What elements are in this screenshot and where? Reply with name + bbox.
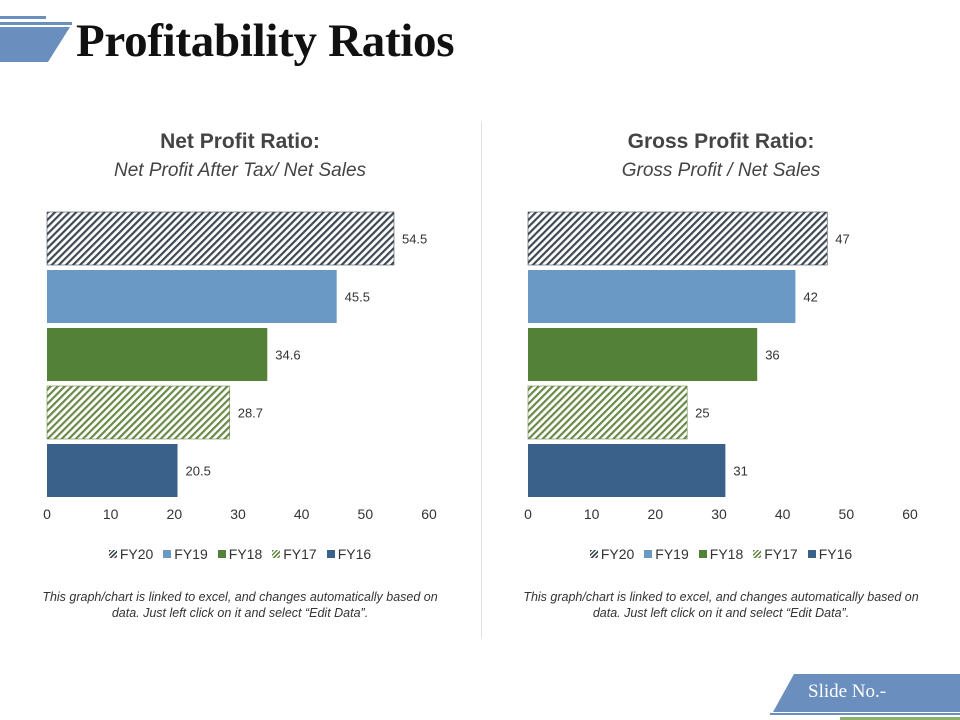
data-label: 47 <box>835 232 849 247</box>
data-label: 28.7 <box>238 406 263 421</box>
bar-fy20[interactable] <box>46 211 395 266</box>
legend-item-fy20[interactable]: FY20 <box>589 546 635 562</box>
legend-item-fy16[interactable]: FY16 <box>326 546 372 562</box>
data-label: 20.5 <box>186 464 211 479</box>
legend-swatch <box>698 550 707 558</box>
legend-item-fy19[interactable]: FY19 <box>644 546 689 562</box>
x-tick-label: 50 <box>358 506 374 522</box>
chart-note: This graph/chart is linked to excel, and… <box>523 590 919 620</box>
legend-label: FY18 <box>709 546 744 562</box>
legend-label: FY19 <box>174 546 208 562</box>
legend-swatch <box>272 550 281 558</box>
legend-swatch <box>644 550 653 558</box>
x-tick-label: 60 <box>902 506 918 522</box>
slide-number-tab: Slide No.- <box>770 670 960 720</box>
legend-item-fy17[interactable]: FY17 <box>272 546 317 562</box>
chart-subtitle: Net Profit After Tax/ Net Sales <box>113 160 367 181</box>
x-tick-label: 10 <box>584 506 600 522</box>
x-tick-label: 40 <box>294 506 310 522</box>
chart-note: This graph/chart is linked to excel, and… <box>42 590 438 620</box>
legend-item-fy19[interactable]: FY19 <box>163 546 208 562</box>
chart-legend: FY20 FY19 FY18 FY17 FY16 <box>0 546 480 562</box>
slide-tab-shape <box>770 674 960 720</box>
x-tick-label: 60 <box>421 506 437 522</box>
page-title: Profitability Ratios <box>76 15 455 67</box>
data-label: 45.5 <box>345 290 370 305</box>
legend-label: FY18 <box>228 546 263 562</box>
net-profit-bar-chart[interactable]: 54.5 45.5 34.6 28.7 20.5 0 10 20 30 40 50 60 <box>0 195 480 530</box>
legend-item-fy18[interactable]: FY18 <box>217 546 263 562</box>
x-tick-label: 20 <box>648 506 664 522</box>
net-profit-chart-panel: Net Profit Ratio: Net Profit After Tax/ … <box>0 130 480 620</box>
x-tick-label: 0 <box>43 506 51 522</box>
panel-divider <box>481 122 482 638</box>
legend-label: FY16 <box>818 546 853 562</box>
legend-item-fy17[interactable]: FY17 <box>753 546 798 562</box>
legend-swatch <box>753 550 762 558</box>
chart-title: Net Profit Ratio: <box>160 130 320 153</box>
data-label: 42 <box>803 290 817 305</box>
x-tick-label: 30 <box>230 506 246 522</box>
bar-fy18[interactable] <box>47 328 268 381</box>
x-tick-label: 20 <box>167 506 183 522</box>
legend-item-fy20[interactable]: FY20 <box>108 546 154 562</box>
x-tick-label: 50 <box>839 506 855 522</box>
legend-label: FY20 <box>600 546 635 562</box>
bar-fy18[interactable] <box>528 328 758 381</box>
legend-swatch <box>163 550 172 558</box>
bar-fy17[interactable] <box>46 385 231 440</box>
title-decoration <box>0 16 72 62</box>
legend-label: FY17 <box>283 546 317 562</box>
chart-title: Gross Profit Ratio: <box>627 130 815 153</box>
data-label: 54.5 <box>402 232 427 247</box>
legend-swatch <box>589 550 598 558</box>
gross-profit-bar-chart[interactable]: 47 42 36 25 31 0 10 20 30 40 50 60 <box>481 195 960 530</box>
bar-fy17[interactable] <box>527 385 688 440</box>
legend-swatch <box>217 550 226 558</box>
bar-fy19[interactable] <box>47 270 337 323</box>
legend-label: FY17 <box>764 546 798 562</box>
chart-legend: FY20 FY19 FY18 FY17 FY16 <box>481 546 960 562</box>
legend-label: FY20 <box>119 546 154 562</box>
data-label: 31 <box>733 464 747 479</box>
chart-subtitle: Gross Profit / Net Sales <box>621 160 821 181</box>
legend-label: FY16 <box>337 546 372 562</box>
slide-number-label: Slide No.- <box>808 681 887 702</box>
x-tick-label: 30 <box>711 506 727 522</box>
x-tick-label: 0 <box>524 506 532 522</box>
legend-swatch <box>108 550 117 558</box>
legend-item-fy18[interactable]: FY18 <box>698 546 744 562</box>
bar-fy16[interactable] <box>528 444 726 497</box>
bar-fy16[interactable] <box>47 444 178 497</box>
bar-fy20[interactable] <box>527 211 828 266</box>
x-tick-label: 40 <box>775 506 791 522</box>
legend-swatch <box>807 550 816 558</box>
bar-fy19[interactable] <box>528 270 796 323</box>
x-tick-label: 10 <box>103 506 119 522</box>
legend-item-fy16[interactable]: FY16 <box>807 546 853 562</box>
legend-label: FY19 <box>655 546 689 562</box>
legend-swatch <box>326 550 335 558</box>
data-label: 34.6 <box>275 348 300 363</box>
gross-profit-chart-panel: Gross Profit Ratio: Gross Profit / Net S… <box>481 0 960 720</box>
data-label: 25 <box>695 406 709 421</box>
data-label: 36 <box>765 348 779 363</box>
